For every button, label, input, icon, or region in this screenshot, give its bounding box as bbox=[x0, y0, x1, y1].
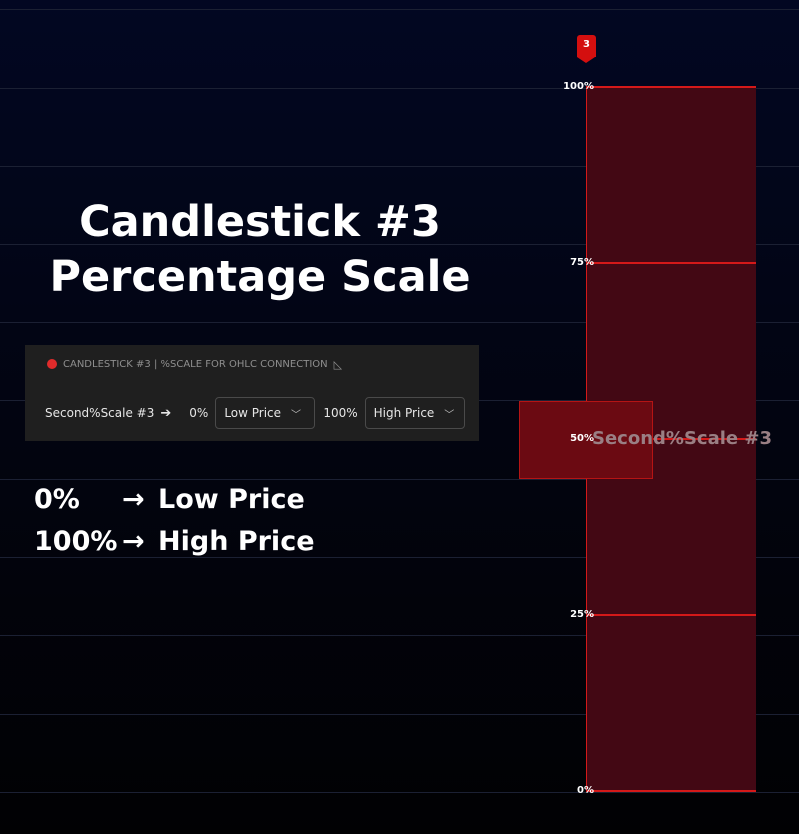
high-pct-label: 100% bbox=[323, 406, 358, 420]
panel-header: CANDLESTICK #3 | %SCALE FOR OHLC CONNECT… bbox=[47, 357, 342, 371]
arrow-right-icon: ➔ bbox=[160, 405, 172, 421]
page-title-line-1: Candlestick #3 bbox=[79, 197, 441, 247]
level-line-50 bbox=[586, 438, 756, 440]
mapping-target: High Price bbox=[158, 526, 315, 557]
level-label-50: 50% bbox=[570, 433, 594, 444]
settings-panel: CANDLESTICK #3 | %SCALE FOR OHLC CONNECT… bbox=[25, 345, 479, 441]
mapping-pct: 100% bbox=[34, 526, 118, 557]
level-label-100: 100% bbox=[563, 81, 594, 92]
grid-line bbox=[0, 557, 799, 558]
low-pct-label: 0% bbox=[189, 406, 209, 420]
scale-series-label: Second%Scale #3 bbox=[592, 428, 772, 449]
page-title-line-2: Percentage Scale bbox=[49, 252, 471, 302]
ruler-triangle-icon: ◺ bbox=[333, 357, 343, 371]
grid-line bbox=[0, 244, 799, 245]
scale-marker-flag[interactable]: 3 bbox=[577, 35, 596, 63]
chevron-down-icon: ﹀ bbox=[444, 409, 455, 421]
low-price-select[interactable]: Low Price ﹀ bbox=[215, 397, 316, 429]
grid-line bbox=[0, 166, 799, 167]
mapping-line-high: 100% → High Price bbox=[34, 521, 315, 563]
scale-highlight-block[interactable] bbox=[519, 401, 653, 479]
grid-line bbox=[0, 714, 799, 715]
grid-line bbox=[0, 88, 799, 89]
mapping-arrow: → bbox=[122, 484, 145, 515]
high-price-select[interactable]: High Price ﹀ bbox=[364, 397, 465, 429]
scale-setting-row: Second%Scale #3 ➔ 0% Low Price ﹀ 100% Hi… bbox=[45, 396, 465, 430]
red-dot-icon bbox=[47, 359, 57, 369]
mapping-pct: 0% bbox=[34, 484, 80, 515]
low-price-select-value: Low Price bbox=[224, 406, 282, 420]
mapping-target: Low Price bbox=[158, 484, 305, 515]
grid-line bbox=[0, 635, 799, 636]
level-line-0 bbox=[586, 790, 756, 792]
level-label-0: 0% bbox=[577, 785, 594, 796]
level-label-75: 75% bbox=[570, 257, 594, 268]
high-price-select-value: High Price bbox=[373, 406, 435, 420]
level-line-100 bbox=[586, 86, 756, 88]
grid-line bbox=[0, 479, 799, 480]
mapping-line-low: 0% → Low Price bbox=[34, 479, 305, 521]
level-line-75 bbox=[586, 262, 756, 264]
panel-header-text: CANDLESTICK #3 | %SCALE FOR OHLC CONNECT… bbox=[63, 358, 328, 370]
chevron-down-icon: ﹀ bbox=[291, 409, 302, 421]
grid-line bbox=[0, 322, 799, 323]
level-line-25 bbox=[586, 614, 756, 616]
grid-line bbox=[0, 792, 799, 793]
scale-setting-label: Second%Scale #3 bbox=[45, 406, 155, 420]
level-label-25: 25% bbox=[570, 609, 594, 620]
mapping-arrow: → bbox=[122, 526, 145, 557]
grid-line bbox=[0, 9, 799, 10]
